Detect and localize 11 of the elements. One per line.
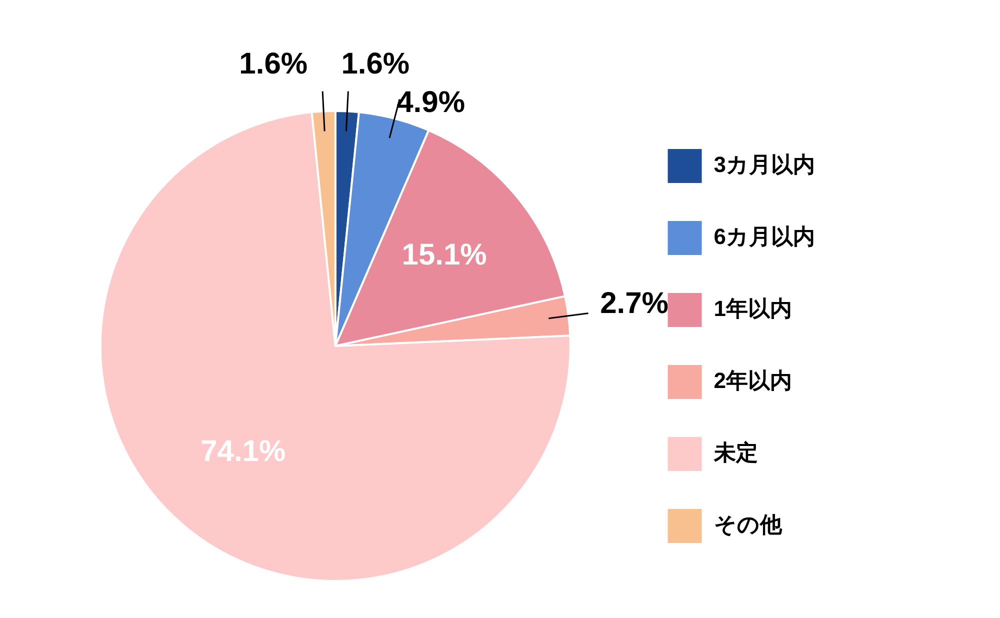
data-label: 4.9% [396,86,465,120]
legend-label: 3カ月以内 [714,152,816,178]
data-label: 1.6% [341,48,410,81]
data-label: 15.1% [402,238,487,272]
data-label: 1.6% [239,48,308,81]
legend-label: 1年以内 [714,296,792,322]
data-label: 2.7% [600,286,668,320]
legend-label: その他 [714,512,783,538]
legend-label: 6カ月以内 [714,224,816,250]
legend-label: 2年以内 [714,368,792,394]
legend-label: 未定 [712,440,758,466]
